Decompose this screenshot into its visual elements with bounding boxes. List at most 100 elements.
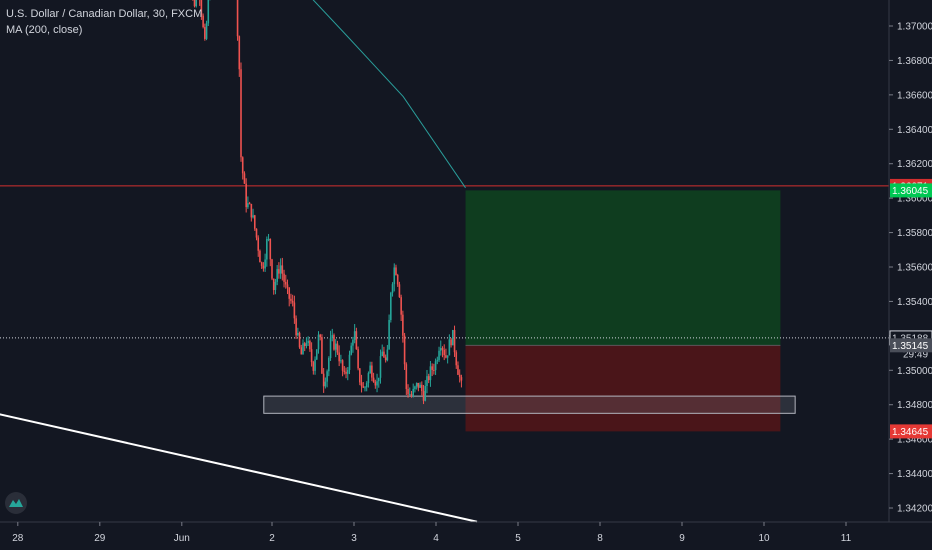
candle — [303, 341, 306, 352]
candle — [417, 382, 420, 392]
indicator-legend[interactable]: MA (200, close) — [6, 24, 83, 36]
price-tick-label: 1.35400 — [897, 297, 932, 308]
candle — [272, 278, 275, 295]
candle — [433, 363, 435, 375]
candle — [278, 262, 280, 279]
candle — [374, 379, 377, 389]
stop-loss-zone[interactable] — [465, 345, 781, 432]
candle-body — [426, 376, 428, 387]
candle — [379, 349, 382, 384]
candle — [369, 361, 371, 374]
candle-body — [279, 265, 282, 274]
entry-price-badge-text: 1.35145 — [892, 341, 929, 352]
candle — [434, 358, 437, 376]
candle — [307, 336, 309, 347]
symbol-title[interactable]: U.S. Dollar / Canadian Dollar, 30, FXCM — [6, 8, 203, 20]
bar-countdown-text: 29:49 — [903, 349, 928, 360]
candle-body — [329, 338, 332, 359]
candle-body — [310, 349, 313, 363]
candle-body — [298, 332, 301, 348]
candle — [305, 337, 308, 349]
candle-body — [398, 284, 401, 298]
candle-body — [328, 358, 330, 372]
candle — [271, 258, 273, 281]
candle-body — [346, 370, 349, 374]
candle — [384, 354, 387, 363]
candle-body — [315, 349, 318, 360]
candle-body — [460, 377, 463, 381]
candle-body — [331, 335, 334, 339]
candle-body — [259, 250, 261, 263]
candle — [302, 339, 304, 355]
candle — [338, 345, 340, 367]
candle — [195, 0, 198, 8]
target-price-badge-bg — [890, 183, 932, 198]
candle-body — [355, 331, 358, 350]
moving-average-line[interactable] — [231, 0, 466, 189]
candle — [452, 329, 454, 346]
candle — [207, 0, 210, 26]
candle — [315, 349, 318, 360]
candle — [390, 291, 392, 323]
candle — [324, 377, 327, 389]
candle-body — [238, 36, 241, 70]
candle-body — [386, 349, 389, 361]
entry-price-badge-bg — [890, 338, 932, 353]
candle-body — [433, 369, 435, 371]
candle — [424, 380, 427, 402]
candle — [352, 336, 354, 353]
candle — [333, 333, 335, 351]
candle — [331, 328, 334, 342]
target-price-badge-text: 1.36045 — [892, 186, 929, 197]
candle — [426, 369, 428, 394]
candle — [309, 339, 311, 352]
candle — [400, 294, 402, 322]
candle-body — [338, 352, 340, 362]
candle-body — [384, 357, 387, 361]
candle — [300, 344, 303, 355]
tradingview-logo-icon — [5, 492, 27, 514]
candle — [262, 262, 265, 272]
candle — [414, 385, 416, 393]
candle — [288, 287, 291, 307]
candle — [453, 325, 456, 357]
candle-body — [443, 349, 445, 356]
price-tick-label: 1.37000 — [897, 22, 932, 33]
entry-price-badge: 1.35145 — [890, 338, 932, 353]
candle — [439, 340, 442, 356]
price-tick-label: 1.36200 — [897, 159, 932, 170]
candle-body — [278, 269, 280, 274]
candle-body — [272, 278, 275, 291]
candle — [388, 314, 390, 350]
candle — [393, 263, 396, 292]
candle — [372, 372, 375, 383]
candle-body — [357, 349, 359, 369]
candle — [355, 327, 358, 350]
profit-zone[interactable] — [465, 190, 781, 346]
candle-body — [269, 238, 272, 260]
candle — [264, 253, 266, 272]
candle — [450, 337, 452, 348]
candle — [421, 381, 423, 396]
time-tick-label: 2 — [269, 533, 275, 544]
candle-body — [405, 364, 408, 389]
candle — [241, 156, 244, 180]
candle — [259, 249, 261, 263]
candle-body — [200, 0, 203, 16]
candle — [460, 374, 463, 388]
candle — [446, 355, 449, 364]
candle — [336, 340, 339, 355]
time-tick-label: 4 — [433, 533, 439, 544]
support-zone[interactable] — [263, 395, 796, 414]
candle — [252, 208, 254, 219]
trendline[interactable] — [0, 394, 478, 523]
candle — [243, 171, 246, 184]
candle — [436, 356, 439, 365]
candle — [448, 334, 451, 356]
candle — [371, 361, 373, 382]
candle-body — [458, 374, 461, 378]
candle-body — [262, 265, 265, 269]
candle — [312, 360, 315, 375]
candle-body — [274, 281, 277, 291]
